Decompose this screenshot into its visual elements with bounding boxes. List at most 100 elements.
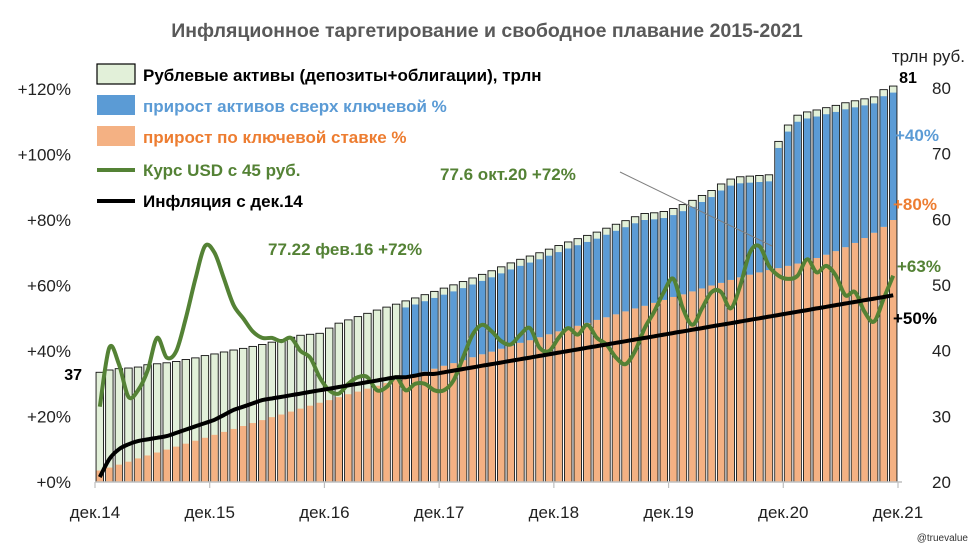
bar-keyrate xyxy=(373,385,381,482)
bar-excess xyxy=(450,291,457,364)
bar-excess xyxy=(651,219,658,303)
bar-keyrate xyxy=(316,402,323,482)
bar-excess xyxy=(612,230,620,315)
y-right-tick-label: 40 xyxy=(932,342,951,361)
bar-keyrate xyxy=(498,348,505,482)
bar-keyrate xyxy=(106,467,113,482)
bar-keyrate xyxy=(125,461,132,482)
bar-excess xyxy=(412,304,419,375)
bar-excess xyxy=(564,248,572,329)
bar-keyrate xyxy=(641,305,648,482)
bar-keyrate xyxy=(842,247,849,482)
x-tick-label: дек.15 xyxy=(184,503,234,522)
y-left-tick-label: +0% xyxy=(37,473,72,492)
bar-keyrate xyxy=(794,263,801,482)
bar-keyrate xyxy=(880,226,887,482)
bar-keyrate xyxy=(555,331,562,482)
y-right-tick-label: 50 xyxy=(932,276,951,295)
bar-excess xyxy=(775,147,782,269)
bar-excess xyxy=(784,131,792,266)
bar-keyrate xyxy=(574,325,581,482)
legend-label-keyrate: прирост по ключевой ставке % xyxy=(143,128,407,147)
bar-keyrate xyxy=(631,308,639,482)
y-left-tick-label: +100% xyxy=(18,146,71,165)
line-usd xyxy=(97,242,896,408)
y-left-tick-label: +120% xyxy=(18,80,71,99)
bar-excess xyxy=(746,182,754,275)
y-right-tick-label: 20 xyxy=(932,473,951,492)
bar-excess xyxy=(880,96,887,227)
legend-swatch-assets xyxy=(96,63,136,85)
bar-keyrate xyxy=(717,282,725,482)
bar-excess xyxy=(832,111,840,252)
annotation-end-excess: +40% xyxy=(895,126,939,145)
bar-keyrate xyxy=(737,277,744,482)
x-tick-label: дек.19 xyxy=(643,503,693,522)
bar-excess xyxy=(670,215,677,297)
bar-keyrate xyxy=(421,371,429,482)
bar-keyrate xyxy=(727,279,734,482)
bar-excess xyxy=(603,234,610,318)
bar-keyrate xyxy=(765,270,773,482)
bar-keyrate xyxy=(144,455,151,482)
bar-keyrate xyxy=(679,294,687,482)
bar-keyrate xyxy=(364,388,371,482)
legend: Рублевые активы (депозиты+облигации), тр… xyxy=(96,63,542,211)
bar-keyrate xyxy=(746,274,754,482)
bar-keyrate xyxy=(832,251,840,482)
bar-keyrate xyxy=(813,257,820,482)
bar-keyrate xyxy=(450,363,457,482)
bar-excess xyxy=(574,245,581,326)
bar-keyrate xyxy=(851,242,859,482)
bar-keyrate xyxy=(249,423,256,482)
y-right-tick-label: 30 xyxy=(932,407,951,426)
bar-keyrate xyxy=(536,337,543,482)
bar-keyrate xyxy=(173,446,180,482)
bar-excess xyxy=(478,280,486,355)
chart-title: Инфляционное таргетирование и свободное … xyxy=(171,20,803,42)
legend-label-assets: Рублевые активы (депозиты+облигации), тр… xyxy=(143,66,542,85)
bar-keyrate xyxy=(440,365,448,482)
bar-excess xyxy=(584,241,591,323)
bar-excess xyxy=(517,265,524,343)
bar-keyrate xyxy=(306,405,314,482)
x-tick-label: дек.17 xyxy=(414,503,464,522)
bar-excess xyxy=(631,223,639,309)
credit-text: @truevalue xyxy=(917,533,969,544)
bar-excess xyxy=(507,269,515,346)
bar-keyrate xyxy=(354,391,362,482)
bar-keyrate xyxy=(775,268,782,482)
bar-keyrate xyxy=(192,440,199,482)
bar-keyrate xyxy=(278,414,285,482)
bar-keyrate xyxy=(526,340,534,482)
bar-keyrate xyxy=(660,299,668,482)
bar-excess xyxy=(469,284,476,358)
bar-excess xyxy=(889,92,897,220)
bar-excess xyxy=(842,109,849,248)
bar-excess xyxy=(727,185,734,280)
x-tick-label: дек.16 xyxy=(299,503,349,522)
right-axis-unit-label: трлн руб. xyxy=(892,47,965,66)
bar-keyrate xyxy=(335,397,342,482)
bar-excess xyxy=(813,116,820,258)
bar-keyrate xyxy=(488,351,495,482)
bar-excess xyxy=(593,238,601,320)
bar-keyrate xyxy=(220,431,228,482)
annotation-oct20-leader xyxy=(619,171,773,247)
bar-keyrate xyxy=(402,377,409,482)
bar-keyrate xyxy=(459,360,467,482)
bar-keyrate xyxy=(153,452,161,482)
bar-excess xyxy=(660,218,668,300)
annotation-start-assets: 37 xyxy=(64,367,82,384)
bar-excess xyxy=(526,262,534,341)
bar-excess xyxy=(498,273,505,349)
bar-keyrate xyxy=(698,288,706,482)
bar-excess xyxy=(698,201,706,289)
annotation-end-keyrate: +80% xyxy=(893,195,937,214)
bar-excess xyxy=(536,259,543,338)
x-tick-label: дек.20 xyxy=(758,503,808,522)
legend-label-inflation: Инфляция с дек.14 xyxy=(143,192,303,211)
bar-excess xyxy=(717,190,725,283)
